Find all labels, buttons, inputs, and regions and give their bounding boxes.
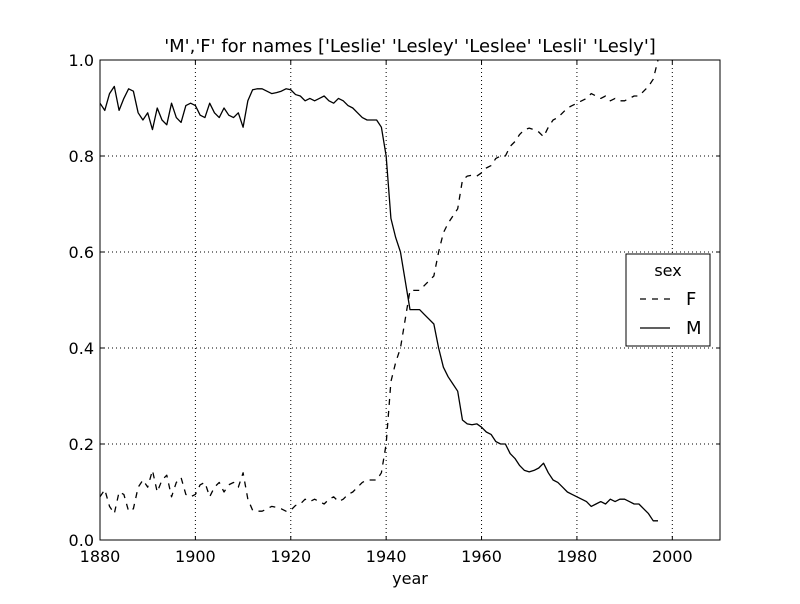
x-tick-label: 1960 [461, 547, 502, 566]
legend-label-m: M [686, 318, 702, 339]
x-tick-label: 1940 [366, 547, 407, 566]
series-line-f [99, 59, 659, 515]
y-tick-label: 0.2 [69, 435, 94, 454]
x-tick-label: 1980 [557, 547, 598, 566]
x-tick-label: 2000 [652, 547, 693, 566]
x-tick-label: 1900 [175, 547, 216, 566]
ticks-layer: 1880 1900 1920 1940 1960 1980 2000 0.0 0.2 0.4 0.6… [69, 51, 720, 566]
legend-box [625, 253, 711, 347]
series-line-m [99, 85, 658, 522]
x-tick-label: 1920 [270, 547, 311, 566]
plot-frame [99, 59, 721, 541]
y-tick-label: 0.8 [69, 147, 94, 166]
y-tick-label: 0.0 [69, 531, 94, 550]
series-layer [99, 59, 659, 522]
chart-title: 'M','F' for names ['Leslie' 'Lesley' 'Le… [164, 36, 656, 57]
x-axis-label: year [392, 569, 428, 588]
x-tick-label: 1880 [80, 547, 121, 566]
y-tick-label: 0.4 [69, 339, 94, 358]
legend: sex F M [625, 253, 711, 347]
y-tick-label: 1.0 [69, 51, 94, 70]
legend-label-f: F [686, 289, 696, 310]
y-tick-label: 0.6 [69, 243, 94, 262]
legend-title: sex [654, 261, 681, 280]
